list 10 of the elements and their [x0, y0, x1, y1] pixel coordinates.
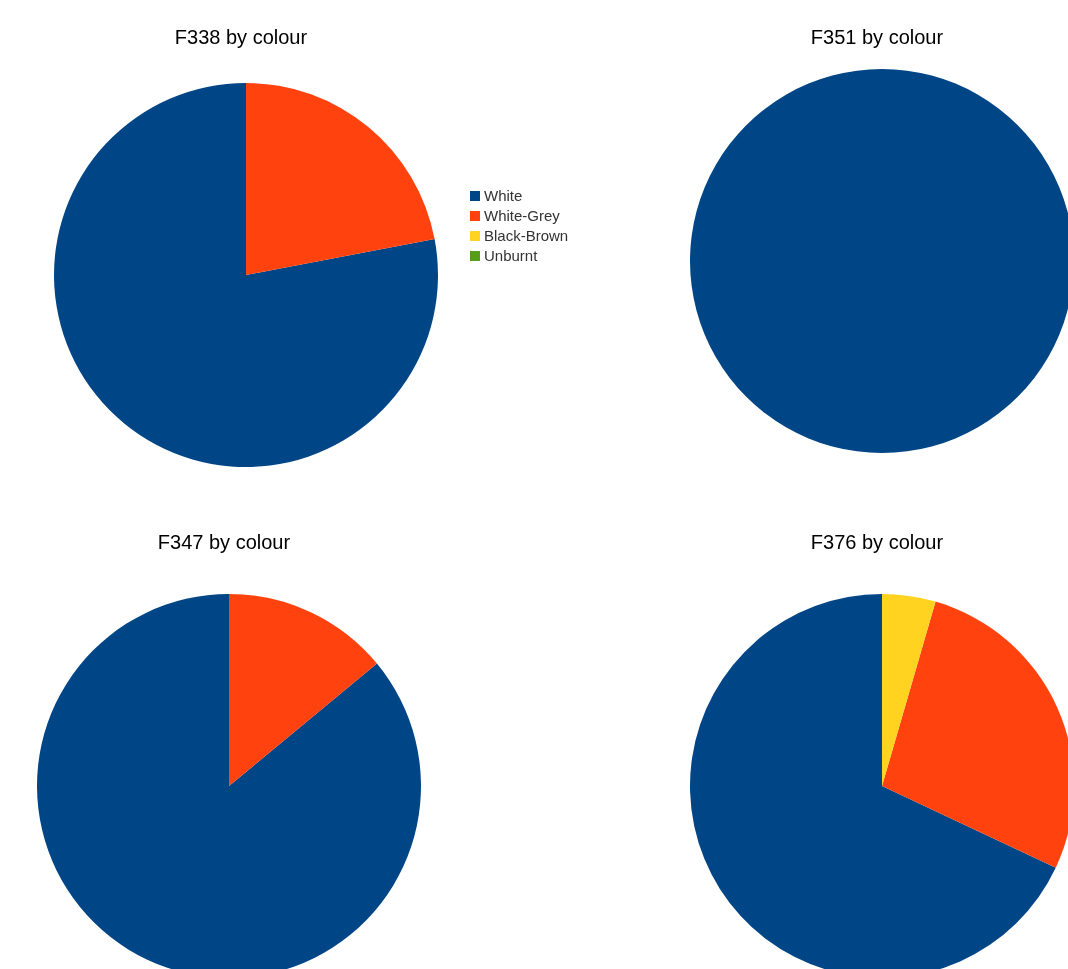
chart-title: F376 by colour — [810, 531, 944, 554]
chart-title: F351 by colour — [810, 26, 944, 49]
chart-title: F338 by colour — [174, 26, 308, 49]
pie-slice — [54, 83, 438, 467]
legend-label: White — [484, 186, 523, 206]
legend-label: Black-Brown — [484, 226, 569, 246]
chart-title: F347 by colour — [157, 531, 291, 554]
pie-slice — [246, 83, 435, 275]
legend-label: White-Grey — [484, 206, 560, 226]
legend-label: Unburnt — [484, 246, 538, 266]
